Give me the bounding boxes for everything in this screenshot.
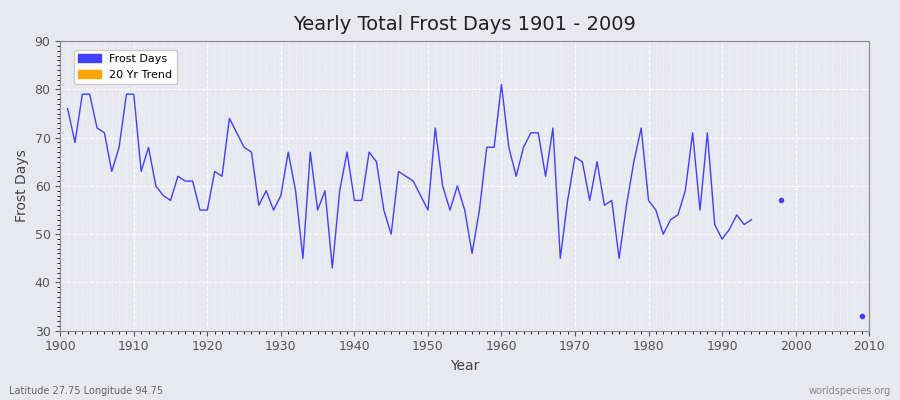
Legend: Frost Days, 20 Yr Trend: Frost Days, 20 Yr Trend bbox=[74, 50, 177, 84]
Text: worldspecies.org: worldspecies.org bbox=[809, 386, 891, 396]
X-axis label: Year: Year bbox=[450, 359, 480, 373]
Text: Latitude 27.75 Longitude 94.75: Latitude 27.75 Longitude 94.75 bbox=[9, 386, 163, 396]
Title: Yearly Total Frost Days 1901 - 2009: Yearly Total Frost Days 1901 - 2009 bbox=[293, 15, 636, 34]
Y-axis label: Frost Days: Frost Days bbox=[15, 150, 29, 222]
